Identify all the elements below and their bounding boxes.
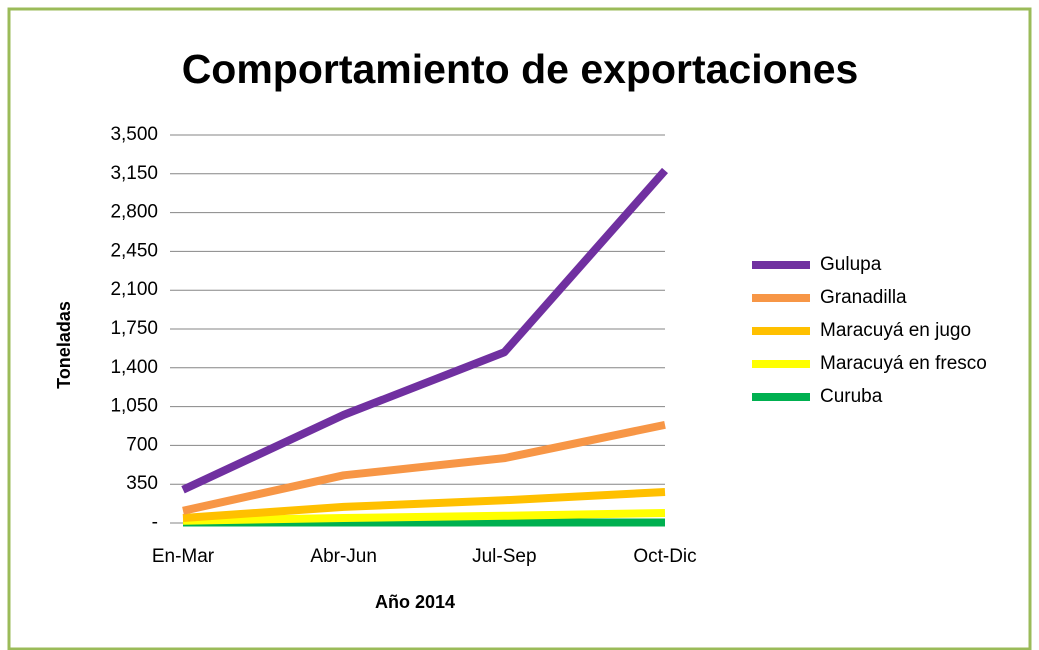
series-line — [182, 487, 666, 523]
x-tick-label: Oct-Dic — [633, 546, 696, 567]
x-tick-label: En-Mar — [152, 546, 215, 567]
series-line — [182, 420, 666, 515]
y-tick-label: 3,500 — [110, 124, 158, 145]
y-tick-label: 3,150 — [110, 163, 158, 184]
y-tick-label: 2,450 — [110, 240, 158, 261]
series-line — [181, 167, 668, 494]
chart-title: Comportamiento de exportaciones — [182, 46, 859, 92]
y-tick-label: 700 — [126, 434, 158, 455]
x-tick-label: Jul-Sep — [472, 546, 536, 567]
legend-label: Curuba — [820, 386, 883, 407]
y-axis-label: Toneladas — [54, 301, 74, 389]
legend-label: Maracuyá en jugo — [820, 320, 971, 341]
y-tick-label: - — [152, 512, 158, 533]
y-tick-label: 2,800 — [110, 202, 158, 223]
legend-label: Maracuyá en fresco — [820, 353, 987, 374]
y-tick-label: 1,750 — [110, 318, 158, 339]
y-tick-label: 350 — [126, 473, 158, 494]
y-tick-label: 1,050 — [110, 396, 158, 417]
legend-label: Granadilla — [820, 287, 907, 308]
x-tick-label: Abr-Jun — [310, 546, 377, 567]
series-line — [182, 509, 666, 525]
legend-label: Gulupa — [820, 254, 882, 275]
x-axis-label: Año 2014 — [375, 592, 455, 612]
y-tick-label: 2,100 — [110, 279, 158, 300]
y-tick-label: 1,400 — [110, 357, 158, 378]
